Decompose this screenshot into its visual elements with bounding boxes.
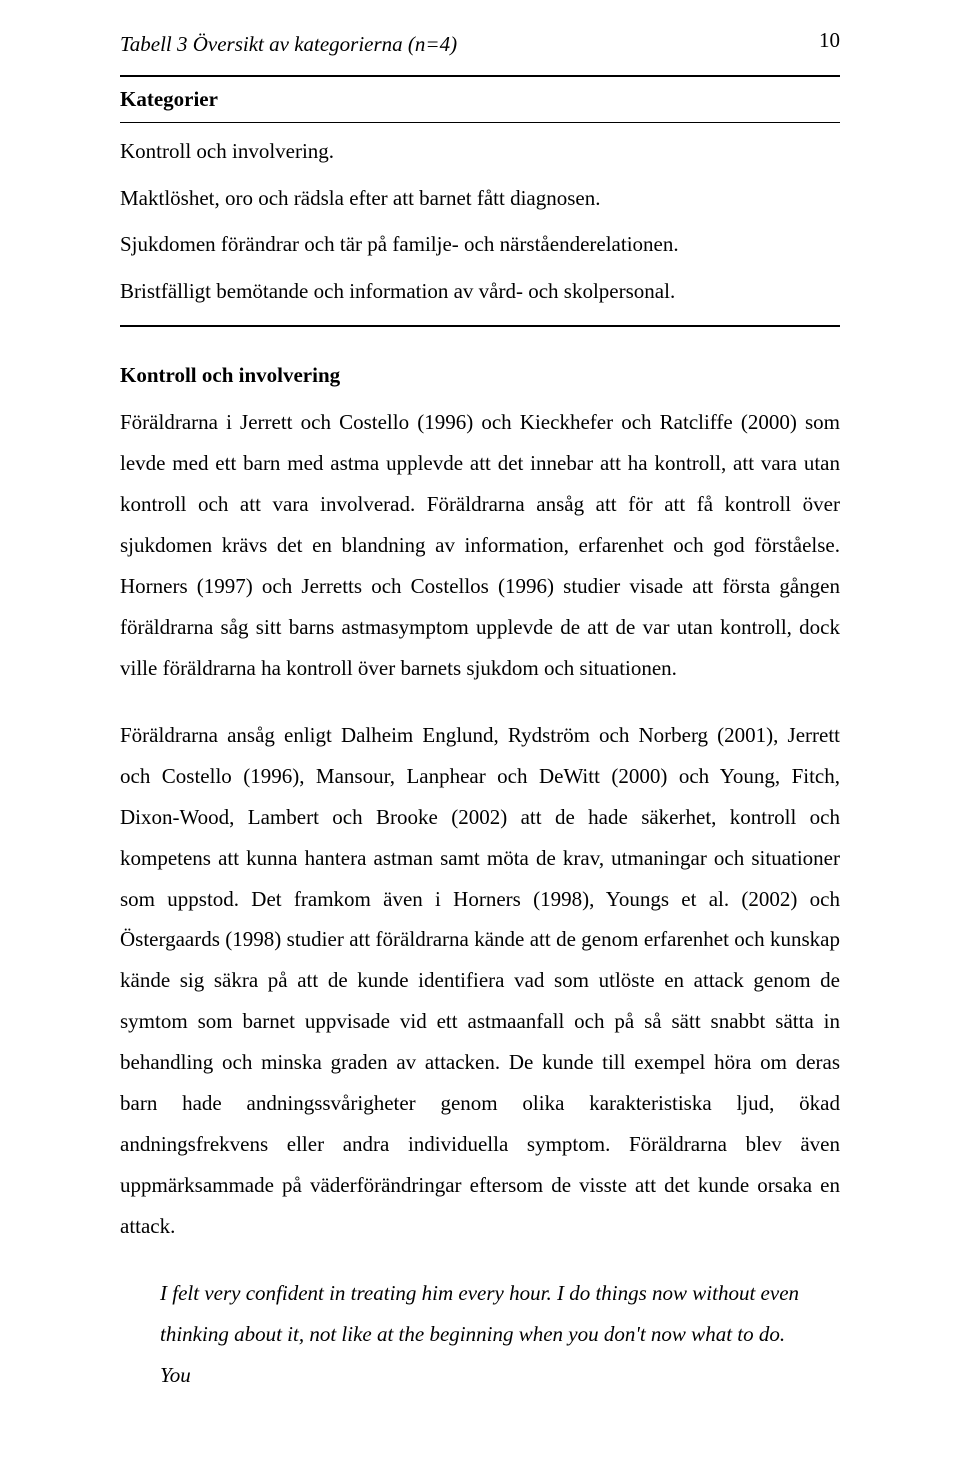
table-row: Kontroll och involvering. bbox=[120, 135, 840, 168]
table-row: Bristfälligt bemötande och information a… bbox=[120, 275, 840, 308]
table-header: Kategorier bbox=[120, 77, 840, 123]
table-body: Kontroll och involvering. Maktlöshet, or… bbox=[120, 123, 840, 325]
table-title: Tabell 3 Översikt av kategorierna (n=4) bbox=[120, 32, 840, 57]
block-quote: I felt very confident in treating him ev… bbox=[160, 1273, 800, 1396]
category-table: Kategorier Kontroll och involvering. Mak… bbox=[120, 75, 840, 327]
body-paragraph: Föräldrarna i Jerrett och Costello (1996… bbox=[120, 402, 840, 689]
page-number: 10 bbox=[819, 28, 840, 53]
table-row: Maktlöshet, oro och rädsla efter att bar… bbox=[120, 182, 840, 215]
section-heading: Kontroll och involvering bbox=[120, 363, 840, 388]
body-paragraph: Föräldrarna ansåg enligt Dalheim Englund… bbox=[120, 715, 840, 1247]
document-page: 10 Tabell 3 Översikt av kategorierna (n=… bbox=[0, 0, 960, 1462]
table-row: Sjukdomen förändrar och tär på familje- … bbox=[120, 228, 840, 261]
